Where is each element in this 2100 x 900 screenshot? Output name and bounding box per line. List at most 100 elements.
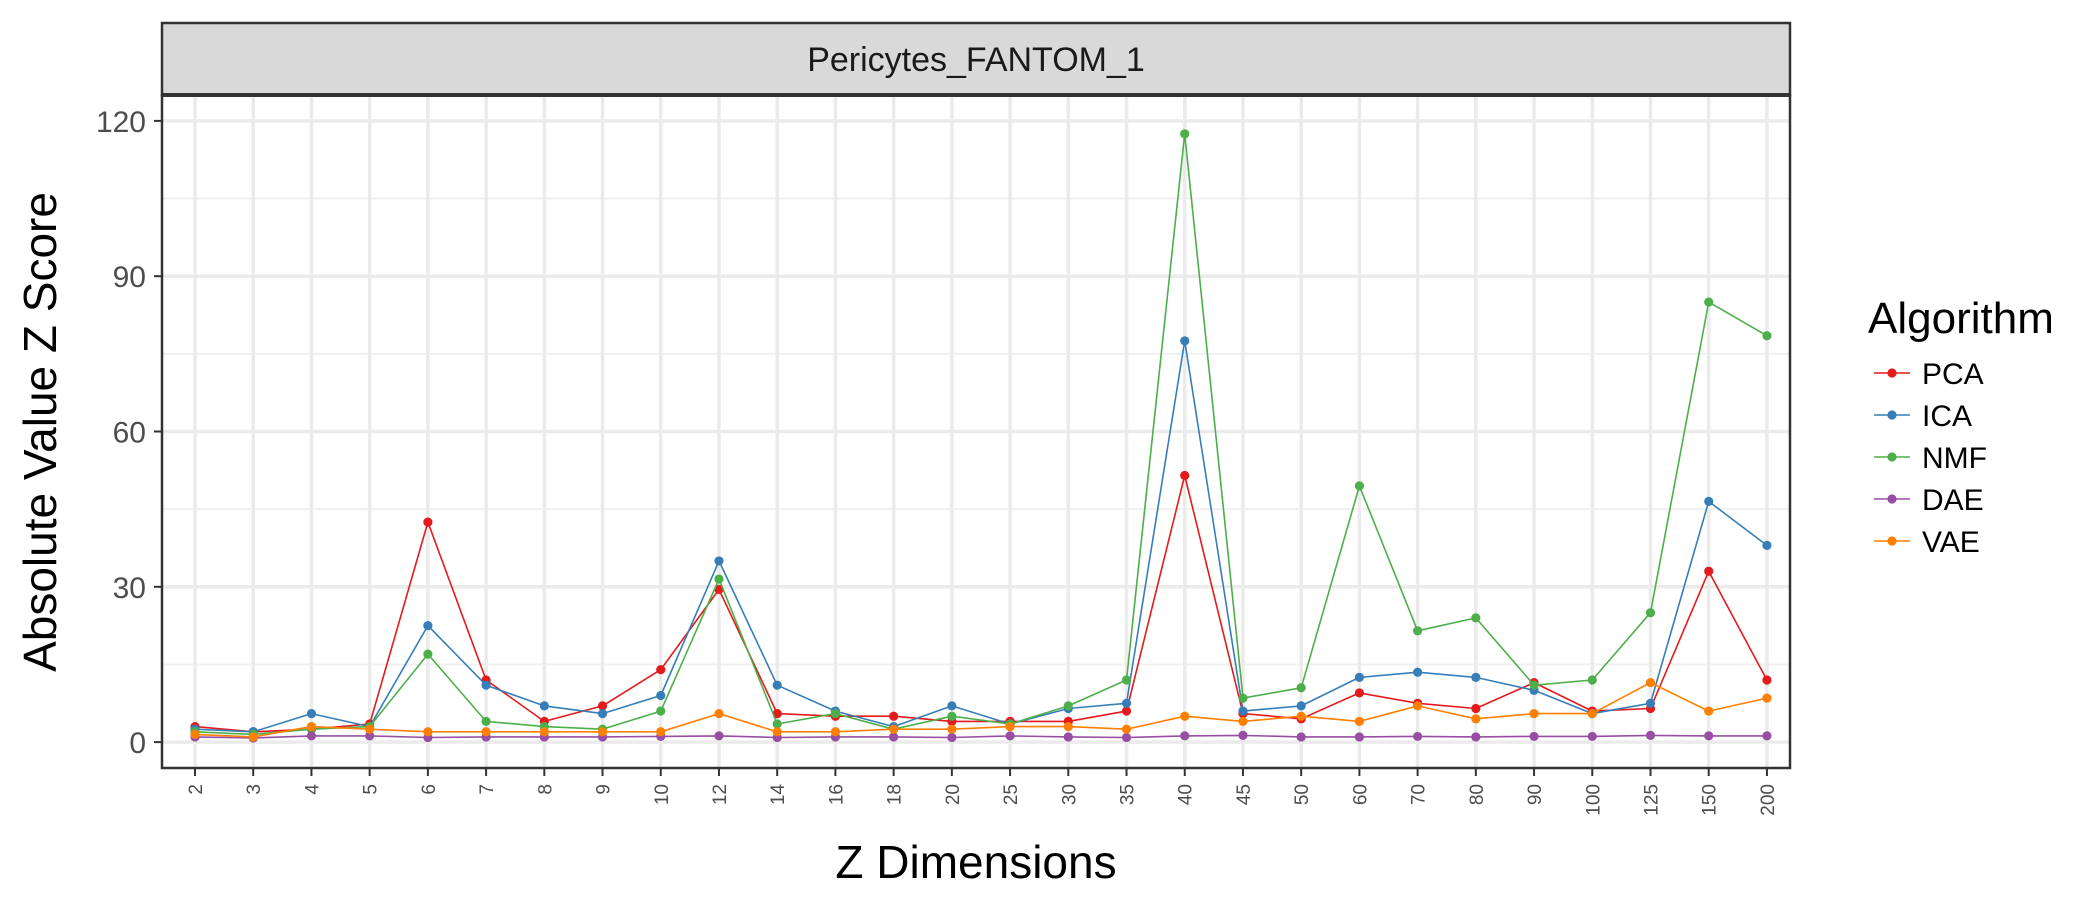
data-point-dae: [1529, 731, 1539, 742]
legend-label-ica: ICA: [1922, 400, 1972, 433]
x-tick-label: 7: [477, 784, 498, 795]
data-point-dae: [1413, 731, 1423, 742]
data-point-vae: [714, 709, 724, 719]
x-tick-label: 60: [1350, 784, 1371, 805]
data-point-pca: [656, 665, 666, 675]
data-point-vae: [1413, 701, 1423, 711]
data-point-dae: [306, 731, 317, 741]
data-point-pca: [1704, 566, 1714, 576]
data-point-ica: [1180, 336, 1190, 346]
y-axis-title: Absolute Value Z Score: [14, 192, 66, 672]
legend-title: Algorithm: [1868, 294, 2054, 343]
data-point-vae: [1063, 721, 1073, 732]
data-point-nmf: [772, 719, 782, 729]
data-point-vae: [1587, 709, 1597, 719]
data-point-ica: [1704, 496, 1714, 506]
data-point-nmf: [947, 711, 957, 721]
x-tick-label: 80: [1467, 784, 1488, 805]
data-point-pca: [889, 711, 899, 721]
x-tick-label: 16: [826, 784, 847, 805]
x-tick-label: 9: [594, 784, 615, 795]
series-line-dae: [194, 734, 1767, 739]
data-point-ica: [1645, 698, 1656, 708]
data-point-nmf: [656, 706, 666, 716]
x-tick-label: 3: [244, 784, 265, 795]
data-point-pca: [1471, 703, 1481, 714]
y-tick-label: 60: [113, 417, 146, 450]
x-tick-label: 40: [1176, 784, 1197, 805]
series-layer: [190, 129, 1772, 743]
data-point-nmf: [481, 716, 491, 727]
x-tick-label: 12: [710, 784, 731, 805]
data-point-ica: [423, 621, 433, 631]
grid-minor: [162, 197, 1790, 666]
data-point-dae: [1354, 732, 1364, 742]
x-tick-label: 5: [361, 784, 382, 795]
legend-label-pca: PCA: [1922, 358, 1984, 391]
data-point-ica: [481, 680, 491, 690]
x-tick-label: 45: [1234, 784, 1255, 805]
data-point-pca: [1180, 470, 1190, 481]
x-tick-label: 125: [1642, 784, 1663, 816]
data-point-ica: [1471, 672, 1481, 683]
data-point-nmf: [1180, 129, 1190, 139]
data-point-vae: [1529, 709, 1539, 719]
series-line-pca: [194, 474, 1768, 733]
data-point-vae: [947, 724, 957, 734]
data-point-ica: [947, 701, 957, 711]
data-point-vae: [830, 727, 841, 737]
y-tick-label: 0: [129, 727, 146, 760]
x-tick-label: 8: [535, 784, 556, 795]
data-point-vae: [1238, 716, 1248, 727]
data-point-vae: [365, 724, 375, 734]
data-point-dae: [1296, 732, 1306, 742]
x-tick-label: 150: [1700, 784, 1721, 816]
data-point-ica: [1296, 701, 1306, 711]
data-point-pca: [1762, 675, 1772, 685]
data-point-ica: [656, 690, 666, 701]
data-point-pca: [1354, 688, 1364, 698]
data-point-ica: [714, 556, 724, 566]
facet-title: Pericytes_FANTOM_1: [807, 41, 1145, 79]
x-tick-label: 30: [1059, 784, 1080, 805]
data-point-nmf: [1063, 701, 1073, 711]
data-point-ica: [772, 680, 782, 690]
data-point-nmf: [1762, 331, 1772, 341]
legend-key-point-nmf: [1887, 452, 1897, 462]
data-point-nmf: [1645, 608, 1656, 618]
data-point-dae: [1762, 731, 1772, 741]
data-point-dae: [1238, 730, 1248, 740]
data-point-dae: [365, 731, 375, 741]
x-axis-title: Z Dimensions: [835, 836, 1116, 888]
x-tick-label: 4: [302, 784, 323, 795]
data-point-dae: [889, 732, 899, 742]
legend-label-nmf: NMF: [1922, 442, 1987, 475]
data-point-ica: [1121, 698, 1132, 708]
data-point-pca: [772, 709, 782, 719]
x-tick-label: 35: [1118, 784, 1139, 805]
data-point-dae: [1005, 731, 1015, 741]
data-point-dae: [1587, 731, 1597, 742]
data-point-pca: [423, 517, 433, 527]
data-point-vae: [889, 724, 899, 734]
data-point-nmf: [1296, 683, 1306, 693]
x-tick-label: 90: [1525, 784, 1546, 805]
data-point-vae: [423, 727, 433, 737]
x-tick-label: 70: [1409, 784, 1430, 805]
data-point-nmf: [714, 574, 724, 584]
data-point-vae: [539, 727, 549, 737]
data-point-vae: [1121, 724, 1132, 734]
data-point-vae: [597, 727, 608, 737]
data-point-dae: [1471, 732, 1481, 742]
data-point-nmf: [1587, 675, 1597, 685]
data-point-vae: [772, 727, 782, 737]
data-point-nmf: [1354, 481, 1364, 491]
x-tick-label: 25: [1001, 784, 1022, 805]
facet-strip: [160, 21, 1792, 97]
data-point-vae: [1471, 714, 1481, 724]
legend-label-vae: VAE: [1922, 526, 1980, 559]
y-tick-label: 90: [113, 261, 146, 294]
data-point-vae: [1645, 677, 1656, 688]
legend-label-dae: DAE: [1922, 484, 1984, 517]
series-line-vae: [194, 681, 1768, 738]
